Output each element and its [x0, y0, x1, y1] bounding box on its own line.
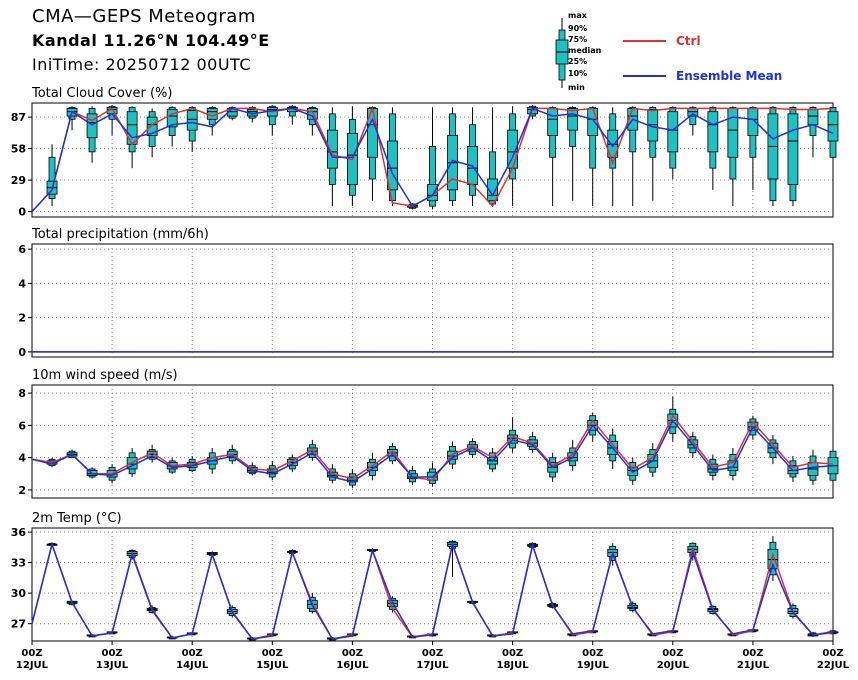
location-label: Kandal 11.26°N 104.49°E	[32, 31, 270, 50]
temperature-ytick-label: 36	[11, 526, 27, 539]
wind-speed-ytick-label: 6	[18, 419, 26, 432]
precipitation-panel-title: Total precipitation (mm/6h)	[31, 227, 209, 242]
wind-speed-ytick-label: 8	[18, 387, 26, 400]
cloud-cover-box-outer	[589, 106, 597, 169]
x-tick-hour: 00Z	[582, 648, 603, 659]
legend-box-label: 75%	[568, 35, 587, 44]
init-time-label: IniTime: 20250712 00UTC	[32, 55, 252, 74]
cloud-cover-mean-line	[31, 107, 834, 213]
x-tick-hour: 00Z	[21, 648, 42, 659]
x-tick-date: 12JUL	[16, 660, 49, 671]
temperature-box-inner	[767, 548, 779, 570]
cloud-cover-ytick-label: 87	[11, 111, 26, 124]
cloud-cover-box-inner	[326, 129, 338, 169]
x-tick-hour: 00Z	[182, 648, 203, 659]
temperature-ytick-label: 27	[11, 618, 26, 631]
cloud-cover-panel-title: Total Cloud Cover (%)	[31, 86, 172, 101]
x-tick-hour: 00Z	[502, 648, 523, 659]
x-tick-hour: 00Z	[422, 648, 443, 659]
cloud-cover-box-inner	[827, 111, 839, 142]
temperature-panel-title: 2m Temp (°C)	[32, 511, 122, 526]
cloud-cover-box-inner	[807, 109, 819, 126]
x-tick-date: 20JUL	[657, 660, 690, 671]
cloud-cover-box-outer	[489, 151, 496, 205]
cloud-cover-box-inner	[687, 108, 699, 117]
legend-ctrl-label: Ctrl	[676, 34, 701, 48]
x-tick-hour: 00Z	[662, 648, 683, 659]
cloud-cover-box-inner	[607, 129, 619, 158]
cloud-cover-ytick-label: 0	[18, 206, 26, 219]
x-tick-date: 16JUL	[336, 660, 369, 671]
cloud-cover-box-inner	[166, 109, 178, 128]
cloud-cover-box-inner	[547, 108, 559, 136]
legend-box-label: max	[568, 11, 588, 20]
legend-box-label: 25%	[568, 57, 587, 66]
wind-speed-ytick-label: 2	[18, 484, 26, 497]
x-tick-date: 21JUL	[737, 660, 770, 671]
x-tick-date: 14JUL	[176, 660, 209, 671]
cloud-cover-ytick-label: 58	[11, 143, 26, 156]
x-tick-hour: 00Z	[742, 648, 763, 659]
legend-box-label: 90%	[568, 24, 587, 33]
x-tick-date: 13JUL	[96, 660, 129, 671]
wind-speed-mean-line	[31, 419, 834, 483]
x-tick-hour: 00Z	[262, 648, 283, 659]
cloud-cover-box-inner	[487, 178, 498, 202]
legend-mean-label: Ensemble Mean	[676, 69, 782, 83]
x-tick-date: 22JUL	[817, 660, 850, 671]
wind-speed-ctrl-line	[31, 414, 834, 482]
x-tick-hour: 00Z	[102, 648, 123, 659]
legend-box-label: min	[568, 83, 585, 92]
cloud-cover-box-inner	[567, 108, 579, 131]
x-tick-date: 19JUL	[577, 660, 610, 671]
wind-speed-box-inner	[707, 463, 719, 473]
x-tick-date: 18JUL	[497, 660, 530, 671]
cloud-cover-box-inner	[427, 184, 438, 202]
cloud-cover-box-inner	[146, 116, 158, 136]
precipitation-ytick-label: 6	[18, 243, 26, 256]
x-tick-hour: 00Z	[342, 648, 363, 659]
cloud-cover-box-inner	[667, 111, 679, 153]
cloud-cover-box-outer	[429, 146, 436, 207]
cloud-cover-box-inner	[387, 140, 398, 191]
cloud-cover-box-inner	[206, 108, 218, 120]
legend-box-label: median	[568, 46, 602, 55]
wind-speed-ytick-label: 4	[18, 452, 26, 465]
cloud-cover-box-inner	[727, 108, 739, 158]
temperature-mean-line	[31, 541, 834, 640]
precipitation-ytick-label: 4	[18, 277, 26, 290]
cloud-cover-box-inner	[86, 113, 98, 139]
cloud-cover-box-inner	[587, 108, 599, 136]
precipitation-ytick-label: 2	[18, 312, 26, 325]
cloud-cover-box-inner	[787, 113, 799, 185]
x-tick-date: 17JUL	[416, 660, 449, 671]
cloud-cover-box-inner	[707, 111, 719, 153]
precipitation-ytick-label: 0	[18, 346, 26, 359]
cloud-cover-box-inner	[186, 110, 198, 131]
x-tick-hour: 00Z	[822, 648, 843, 659]
meteogram-title: CMA—GEPS Meteogram	[32, 6, 256, 27]
wind-speed-panel-title: 10m wind speed (m/s)	[32, 368, 178, 383]
cloud-cover-ytick-label: 29	[11, 174, 26, 187]
x-tick-date: 15JUL	[256, 660, 289, 671]
temperature-ytick-label: 30	[11, 587, 27, 600]
legend-box-label: 10%	[568, 69, 587, 78]
temperature-ytick-label: 33	[11, 557, 26, 570]
